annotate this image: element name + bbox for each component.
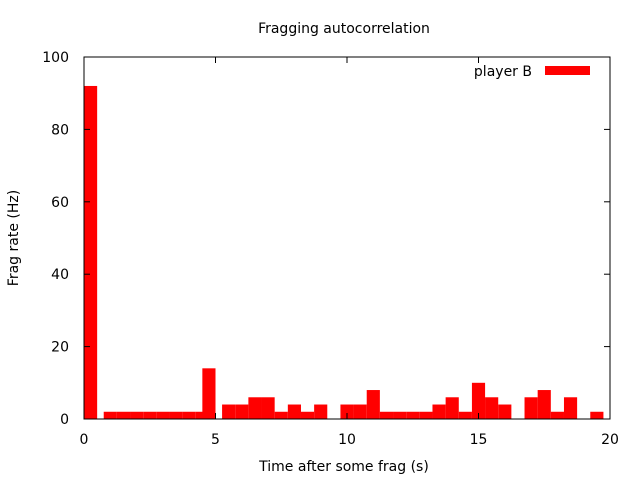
legend-swatch <box>545 66 590 75</box>
tick-labels-layer: 0 5 10 15 20 0 20 40 60 80 100 <box>42 50 619 448</box>
bar <box>261 397 275 419</box>
bar <box>550 411 564 419</box>
bar <box>235 404 249 419</box>
bar <box>202 368 216 419</box>
bar <box>524 397 538 419</box>
y-tick-label: 20 <box>51 340 69 356</box>
bar <box>287 404 301 419</box>
bar <box>379 411 394 419</box>
plot-frame <box>83 56 611 420</box>
bar <box>537 390 551 419</box>
bar <box>222 404 236 419</box>
bar <box>156 411 170 419</box>
bar <box>130 411 144 419</box>
bar <box>314 404 328 419</box>
bar <box>353 404 367 419</box>
bar <box>445 397 459 419</box>
x-tick-label: 5 <box>211 432 220 448</box>
bar <box>590 411 604 419</box>
bar <box>419 411 433 419</box>
y-tick-label: 100 <box>42 50 69 66</box>
bar <box>248 397 262 419</box>
bar <box>116 411 131 419</box>
bar <box>458 411 472 419</box>
y-tick-label: 0 <box>60 412 69 428</box>
x-tick-label: 0 <box>80 432 89 448</box>
bar <box>498 404 512 419</box>
bar <box>274 411 288 419</box>
bar <box>485 397 499 419</box>
y-tick-label: 80 <box>51 122 69 138</box>
bar <box>84 85 98 420</box>
chart-title: Fragging autocorrelation <box>258 21 430 37</box>
bar <box>366 390 380 419</box>
bar <box>393 411 407 419</box>
x-axis-label: Time after some frag (s) <box>258 459 429 475</box>
bar <box>143 411 157 419</box>
bars-layer <box>84 85 604 420</box>
bar <box>169 411 183 419</box>
bar <box>195 411 209 419</box>
ticks-layer <box>83 56 611 420</box>
bar <box>432 404 446 419</box>
legend-label: player B <box>474 64 532 80</box>
x-tick-label: 10 <box>338 432 356 448</box>
bar <box>182 411 196 419</box>
y-tick-label: 40 <box>51 267 69 283</box>
bar <box>563 397 578 419</box>
x-tick-label: 15 <box>470 432 488 448</box>
bar <box>406 411 420 419</box>
bar <box>103 411 117 419</box>
x-tick-label: 20 <box>601 432 619 448</box>
bar <box>471 382 486 419</box>
y-tick-label: 60 <box>51 195 69 211</box>
bar <box>340 404 354 419</box>
y-axis-label: Frag rate (Hz) <box>6 190 22 286</box>
bar <box>300 411 315 419</box>
